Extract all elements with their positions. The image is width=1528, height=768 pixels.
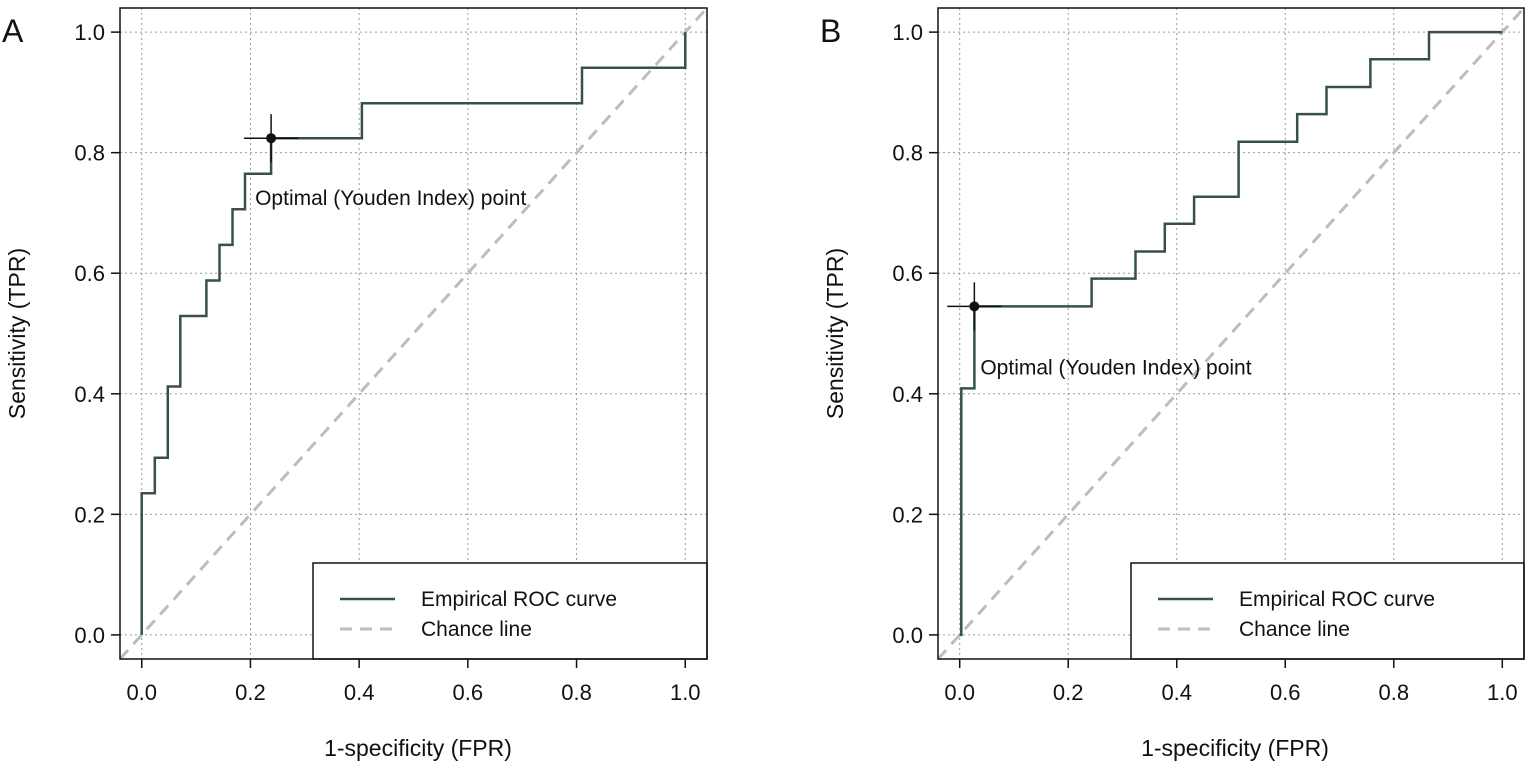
y-tick-label: 0.6 xyxy=(892,261,923,286)
y-axis-title: Sensitivity (TPR) xyxy=(822,248,848,419)
roc-curve-line xyxy=(140,32,687,635)
x-axis-title: 1-specificity (FPR) xyxy=(324,735,512,761)
plot-frame xyxy=(119,7,708,660)
y-tick-label: 0.6 xyxy=(74,261,105,286)
legend-label-chance: Chance line xyxy=(421,618,532,641)
x-tick-label: 0.0 xyxy=(944,680,975,705)
optimal-point-annotation: Optimal (Youden Index) point xyxy=(980,356,1251,379)
y-tick-label: 0.8 xyxy=(74,141,105,166)
x-axis-title: 1-specificity (FPR) xyxy=(1141,735,1329,761)
legend-label-chance: Chance line xyxy=(1239,618,1350,641)
x-tick-label: 0.0 xyxy=(126,680,157,705)
y-tick-label: 0.4 xyxy=(892,382,923,407)
legend-box xyxy=(1130,562,1525,660)
y-tick-label: 0.0 xyxy=(892,623,923,648)
x-tick-label: 0.4 xyxy=(1161,680,1192,705)
legend-box xyxy=(312,562,708,660)
x-tick-label: 0.8 xyxy=(1378,680,1409,705)
plot-frame xyxy=(937,7,1525,660)
y-axis-title: Sensitivity (TPR) xyxy=(4,248,30,419)
x-tick-label: 0.6 xyxy=(453,680,484,705)
y-tick-label: 1.0 xyxy=(74,20,105,45)
roc-panel-a: Optimal (Youden Index) point Empirical RO… xyxy=(2,6,709,761)
chance-line xyxy=(936,6,1526,661)
legend-label-roc: Empirical ROC curve xyxy=(1239,588,1435,611)
panel-letter: A xyxy=(2,13,24,49)
x-tick-label: 0.8 xyxy=(561,680,592,705)
x-tick-label: 0.4 xyxy=(344,680,375,705)
roc-panel-b: Optimal (Youden Index) point Empirical RO… xyxy=(820,6,1526,761)
y-tick-label: 0.8 xyxy=(892,141,923,166)
x-tick-label: 0.6 xyxy=(1270,680,1301,705)
panel-letter: B xyxy=(820,13,841,49)
y-tick-label: 1.0 xyxy=(892,20,923,45)
y-tick-label: 0.4 xyxy=(74,382,105,407)
optimal-point-marker xyxy=(266,133,277,144)
optimal-point-annotation: Optimal (Youden Index) point xyxy=(255,187,526,210)
x-tick-label: 0.2 xyxy=(235,680,266,705)
x-tick-label: 1.0 xyxy=(670,680,701,705)
x-tick-label: 0.2 xyxy=(1053,680,1084,705)
chance-line xyxy=(118,6,709,661)
y-tick-label: 0.0 xyxy=(74,623,105,648)
y-tick-label: 0.2 xyxy=(74,502,105,527)
legend-label-roc: Empirical ROC curve xyxy=(421,588,617,611)
optimal-point-marker xyxy=(969,301,980,312)
x-tick-label: 1.0 xyxy=(1487,680,1518,705)
y-tick-label: 0.2 xyxy=(892,502,923,527)
